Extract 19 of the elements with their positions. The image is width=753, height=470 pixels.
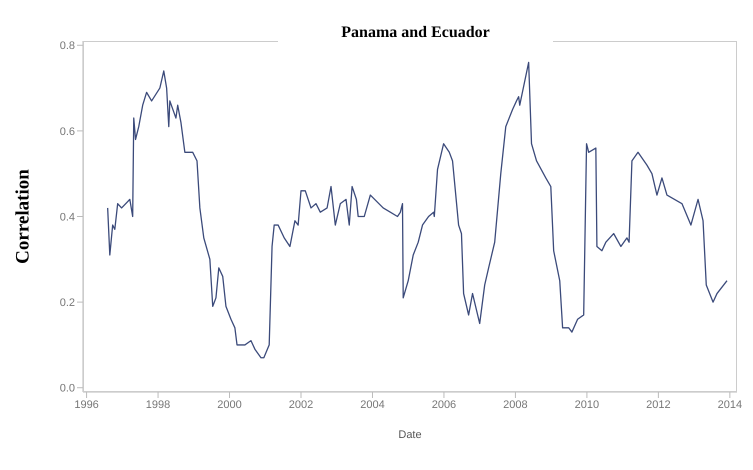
line-series <box>107 62 728 358</box>
y-tick-label: 0.4 <box>60 211 75 224</box>
y-tick-label: 0.8 <box>60 40 75 52</box>
x-tick-label: 2002 <box>288 398 314 411</box>
x-tick-label: 2004 <box>360 398 385 411</box>
x-axis-title: Date <box>398 429 422 441</box>
x-tick-label: 2000 <box>217 398 242 411</box>
x-tick-label: 2006 <box>432 398 456 411</box>
x-tick-label: 2012 <box>646 398 671 411</box>
y-tick-label: 0.2 <box>60 297 75 310</box>
chart-title: Panama and Ecuador <box>340 23 491 43</box>
y-tick-label: 0.6 <box>60 126 75 138</box>
y-axis-title: Correlation <box>12 168 34 264</box>
x-tick-label: 2010 <box>574 398 600 411</box>
y-tick-label: 0.0 <box>60 382 75 395</box>
x-tick-label: 1998 <box>146 398 170 411</box>
x-tick-label: 2008 <box>503 398 528 411</box>
x-tick-label: 2014 <box>718 398 742 411</box>
x-tick-label: 1996 <box>74 398 99 411</box>
